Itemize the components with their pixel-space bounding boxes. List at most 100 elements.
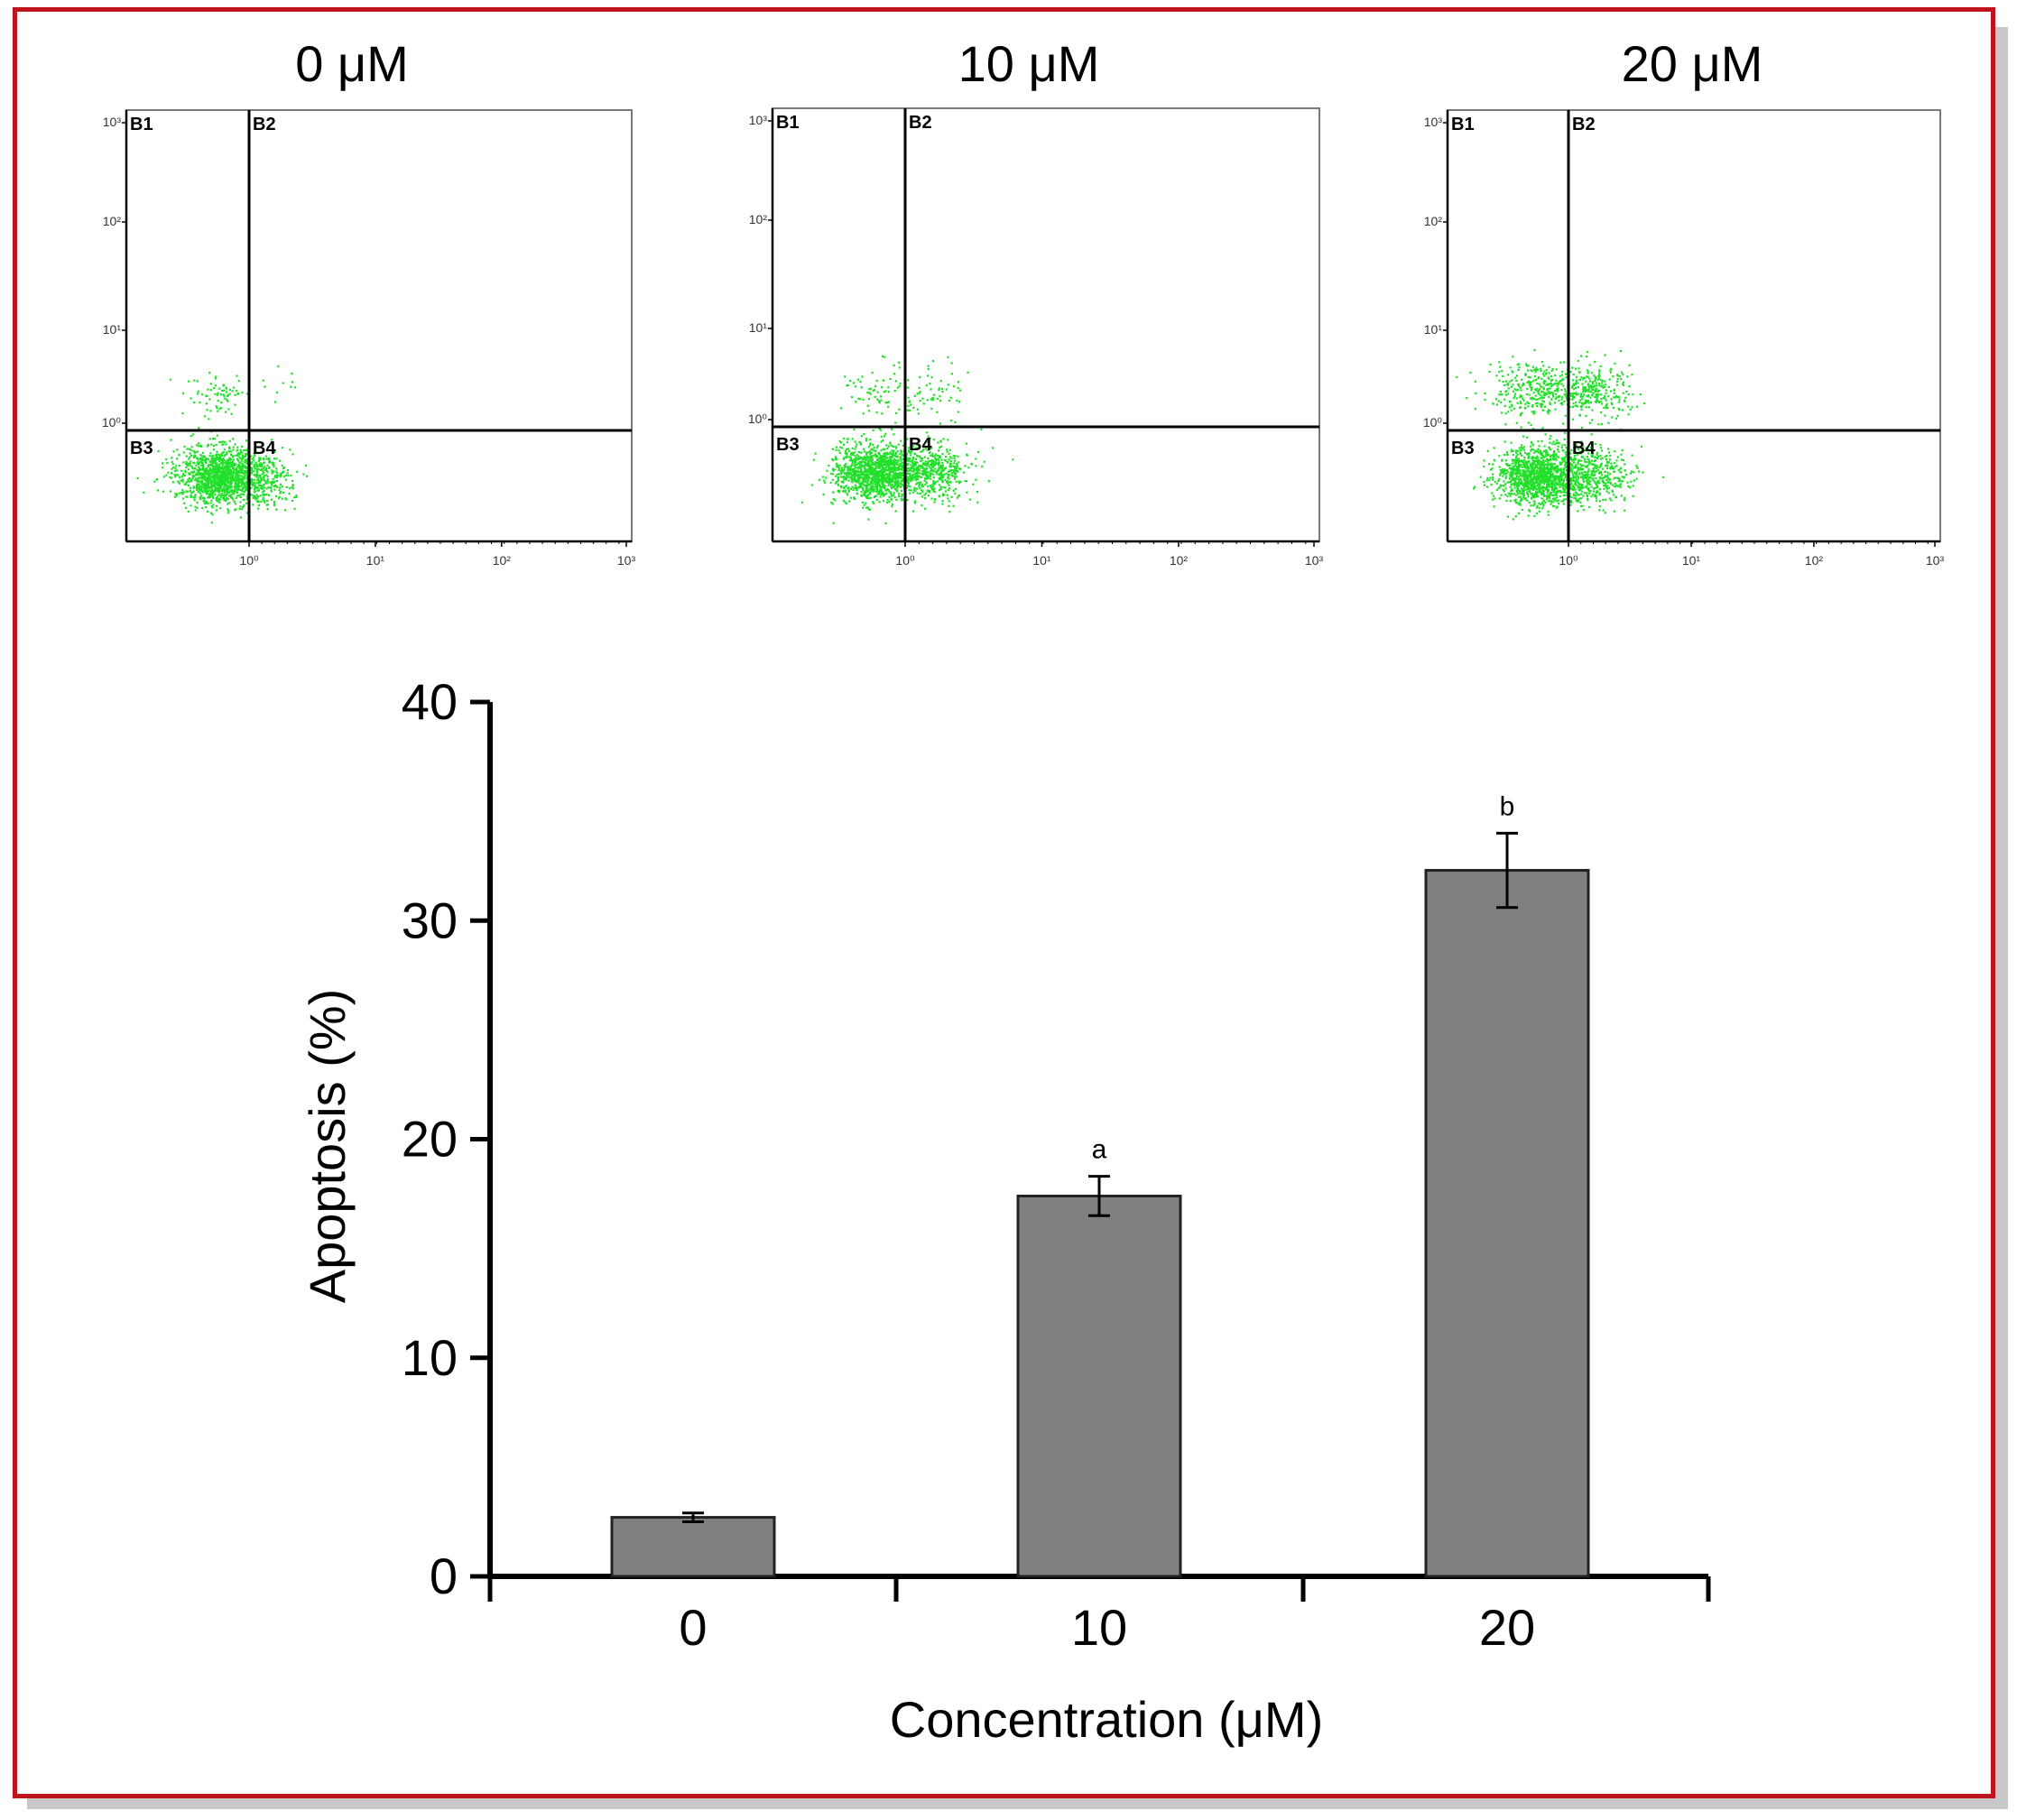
flow-event-dot — [916, 461, 919, 464]
flow-event-dot — [235, 469, 237, 473]
flow-event-dot — [208, 479, 210, 482]
flow-event-dot — [1535, 491, 1538, 494]
flow-event-dot — [921, 485, 923, 488]
flow-event-dot — [288, 493, 291, 495]
flow-event-dot — [917, 455, 920, 457]
flow-event-dot — [246, 472, 249, 475]
flow-event-dot — [278, 495, 281, 498]
flow-event-dot — [932, 490, 935, 493]
flow-event-dot — [223, 483, 226, 485]
flow-event-dot — [1552, 475, 1555, 478]
flow-event-dot — [855, 480, 857, 483]
flow-event-dot — [889, 473, 892, 476]
flow-event-dot — [214, 469, 217, 472]
flow-event-dot — [937, 457, 939, 460]
flow-event-dot — [1541, 456, 1544, 458]
flow-event-dot — [236, 449, 239, 452]
flow-event-dot — [243, 469, 245, 473]
flow-event-dot — [927, 485, 930, 488]
flow-event-dot — [205, 502, 208, 504]
flow-event-dot — [892, 468, 894, 471]
flow-event-dot — [273, 504, 276, 507]
flow-event-dot — [831, 503, 834, 505]
flow-event-dot — [198, 470, 200, 473]
flow-event-dot — [837, 489, 840, 492]
flow-event-dot — [217, 467, 220, 470]
flow-event-dot — [204, 490, 207, 493]
flow-event-dot — [937, 455, 939, 457]
flow-event-dot — [850, 478, 853, 481]
flow-event-dot — [208, 418, 210, 420]
flow-event-dot — [217, 487, 220, 490]
flow-event-dot — [173, 495, 176, 498]
flow-event-dot — [941, 493, 945, 495]
flow-event-dot — [850, 469, 853, 472]
flow-event-dot — [1533, 482, 1536, 485]
flow-event-dot — [921, 483, 923, 486]
flow-event-dot — [176, 457, 179, 460]
flow-event-dot — [964, 480, 967, 483]
flow-event-dot — [1489, 476, 1492, 479]
flow-event-dot — [1527, 460, 1530, 463]
flow-event-dot — [1549, 457, 1551, 460]
flow-event-dot — [878, 473, 881, 476]
flow-event-dot — [175, 465, 178, 467]
flow-event-dot — [1590, 462, 1593, 465]
flow-event-dot — [259, 476, 262, 478]
flow-event-dot — [856, 443, 858, 446]
flow-event-dot — [929, 451, 931, 454]
flow-event-dot — [900, 489, 903, 492]
flow-event-dot — [835, 456, 837, 458]
flow-event-dot — [222, 488, 225, 491]
flow-event-dot — [206, 483, 208, 485]
flow-event-dot — [1494, 497, 1496, 500]
flow-event-dot — [221, 452, 224, 455]
flow-event-dot — [865, 502, 867, 504]
flow-event-dot — [851, 447, 854, 449]
flow-event-dot — [205, 472, 208, 475]
quadrant-label-b3: B3 — [776, 435, 800, 455]
flow-event-dot — [939, 446, 941, 448]
flow-event-dot — [881, 479, 884, 482]
flow-event-dot — [943, 467, 946, 470]
flow-event-dot — [190, 465, 192, 467]
flow-event-dot — [213, 387, 216, 390]
flow-event-dot — [222, 393, 225, 396]
flow-event-dot — [899, 452, 902, 455]
flow-event-dot — [1520, 499, 1522, 502]
flow-event-dot — [1517, 471, 1520, 474]
flow-event-dot — [1521, 487, 1523, 490]
flow-event-dot — [880, 489, 883, 492]
flow-event-dot — [209, 512, 212, 514]
flow-event-dot — [901, 494, 903, 497]
flow-event-dot — [888, 491, 891, 494]
flow-event-dot — [284, 478, 287, 481]
flow-event-dot — [899, 455, 902, 458]
flow-event-dot — [921, 449, 924, 452]
flow-event-dot — [211, 492, 214, 494]
flow-event-dot — [209, 502, 212, 504]
flow-event-dot — [893, 433, 895, 436]
flow-event-dot — [948, 504, 950, 507]
flow-event-dot — [208, 470, 211, 473]
flow-event-dot — [874, 463, 876, 466]
flow-event-dot — [913, 476, 917, 479]
flow-event-dot — [1506, 470, 1509, 473]
flow-event-dot — [226, 490, 228, 494]
flow-event-dot — [1510, 441, 1513, 444]
flow-event-dot — [1581, 504, 1584, 507]
flow-event-dot — [235, 454, 237, 457]
flow-event-dot — [276, 475, 280, 477]
flow-event-dot — [239, 501, 242, 504]
flow-event-dot — [208, 438, 211, 440]
flow-event-dot — [848, 467, 851, 469]
flow-event-dot — [930, 467, 932, 470]
flow-event-dot — [943, 473, 946, 476]
flow-event-dot — [245, 448, 247, 451]
flow-event-dot — [202, 491, 205, 494]
flow-event-dot — [847, 383, 849, 386]
flow-event-dot — [244, 475, 246, 477]
flow-event-dot — [870, 473, 873, 476]
flow-event-dot — [882, 499, 885, 503]
flow-event-dot — [227, 470, 229, 473]
